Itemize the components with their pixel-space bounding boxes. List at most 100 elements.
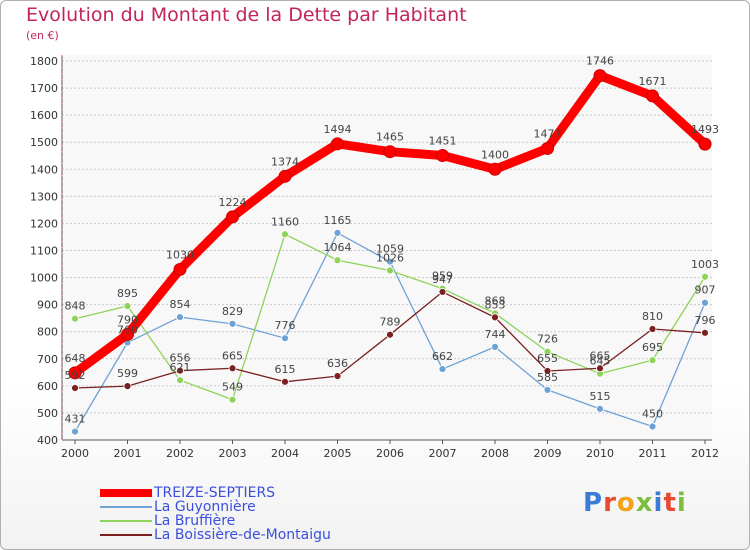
chart-title: Evolution du Montant de la Dette par Hab… bbox=[26, 4, 467, 26]
series-2-point bbox=[543, 347, 552, 356]
series-2-point bbox=[123, 302, 132, 310]
data-label: 726 bbox=[537, 333, 558, 346]
y-tick-label: 600 bbox=[37, 380, 58, 393]
data-label: 1671 bbox=[639, 75, 667, 88]
y-tick-label: 1200 bbox=[30, 217, 58, 230]
data-label: 515 bbox=[590, 390, 611, 403]
series-3-point bbox=[491, 313, 499, 322]
y-tick-label: 800 bbox=[37, 326, 58, 339]
x-tick-label: 2001 bbox=[114, 447, 142, 460]
data-label: 760 bbox=[117, 324, 138, 337]
data-label: 744 bbox=[485, 328, 506, 341]
series-2-point bbox=[71, 314, 79, 323]
data-label: 907 bbox=[695, 284, 716, 297]
data-label: 1165 bbox=[324, 214, 352, 227]
legend-label-1: La Guyonnière bbox=[154, 499, 256, 515]
series-1-point bbox=[701, 298, 709, 307]
data-label: 1746 bbox=[586, 55, 614, 68]
data-label: 585 bbox=[537, 371, 558, 384]
series-1-point bbox=[648, 422, 657, 431]
data-label: 1374 bbox=[271, 155, 299, 168]
x-tick-label: 2004 bbox=[271, 447, 299, 460]
x-tick-label: 2009 bbox=[534, 447, 562, 460]
data-label: 645 bbox=[590, 355, 611, 368]
data-label: 895 bbox=[117, 287, 138, 300]
legend-swatch-2 bbox=[100, 520, 152, 522]
series-1-point bbox=[71, 427, 79, 436]
data-label: 810 bbox=[642, 310, 663, 323]
series-0-point bbox=[646, 89, 659, 103]
data-label: 959 bbox=[432, 270, 453, 283]
series-1-point bbox=[228, 319, 237, 328]
logo-letter: i bbox=[653, 488, 664, 518]
x-tick-label: 2002 bbox=[166, 447, 194, 460]
legend-swatch-1 bbox=[100, 506, 152, 508]
series-3-point bbox=[701, 328, 709, 337]
series-3-point bbox=[596, 364, 604, 373]
data-label: 592 bbox=[65, 369, 86, 382]
y-tick-label: 700 bbox=[37, 353, 58, 366]
data-label: 636 bbox=[327, 357, 348, 370]
series-0-point bbox=[331, 137, 344, 151]
data-label: 549 bbox=[222, 381, 243, 394]
data-label: 656 bbox=[170, 352, 191, 365]
data-label: 655 bbox=[537, 352, 558, 365]
data-label: 599 bbox=[117, 367, 138, 380]
legend-label-0: TREIZE-SEPTIERS bbox=[154, 485, 276, 501]
series-0-point bbox=[698, 137, 712, 151]
y-tick-label: 1500 bbox=[30, 136, 58, 149]
x-tick-label: 2007 bbox=[429, 447, 457, 460]
series-1-point bbox=[333, 229, 342, 237]
data-label: 1160 bbox=[271, 215, 299, 228]
y-tick-label: 500 bbox=[37, 407, 58, 420]
data-label: 1030 bbox=[166, 248, 194, 261]
data-label: 1224 bbox=[219, 196, 247, 209]
data-label: 1003 bbox=[691, 258, 719, 271]
data-label: 665 bbox=[222, 349, 243, 362]
x-tick-label: 2011 bbox=[639, 447, 667, 460]
legend-label-2: La Bruffière bbox=[154, 513, 236, 529]
logo-letter: r bbox=[603, 488, 617, 518]
x-tick-label: 2008 bbox=[481, 447, 509, 460]
series-0-point bbox=[488, 162, 502, 176]
data-label: 790 bbox=[117, 313, 138, 326]
series-1-point bbox=[596, 404, 604, 413]
series-0-point bbox=[593, 69, 607, 83]
data-label: 665 bbox=[590, 349, 611, 362]
plot-area bbox=[62, 55, 712, 440]
data-label: 1451 bbox=[429, 134, 457, 147]
data-label: 854 bbox=[170, 298, 191, 311]
data-label: 1477 bbox=[534, 127, 562, 140]
x-tick-label: 2006 bbox=[376, 447, 404, 460]
data-label: 648 bbox=[65, 352, 86, 365]
series-2-point bbox=[333, 256, 342, 265]
x-tick-label: 2010 bbox=[586, 447, 614, 460]
series-0-point bbox=[173, 262, 187, 276]
data-label: 868 bbox=[485, 294, 506, 307]
series-1-point bbox=[543, 386, 552, 394]
chart-subtitle: (en €) bbox=[26, 29, 59, 42]
data-label: 853 bbox=[485, 298, 506, 311]
series-3-point bbox=[333, 372, 342, 381]
data-label: 1026 bbox=[376, 252, 404, 265]
legend-swatch-0 bbox=[100, 489, 152, 497]
series-3-point bbox=[438, 288, 447, 296]
data-label: 662 bbox=[432, 350, 453, 363]
y-tick-label: 900 bbox=[37, 299, 58, 312]
y-tick-label: 1000 bbox=[30, 272, 58, 285]
series-0-point bbox=[278, 169, 292, 183]
series-3-point bbox=[543, 367, 552, 375]
series-2-point bbox=[176, 376, 184, 385]
data-label: 621 bbox=[170, 361, 191, 374]
series-3-point bbox=[176, 366, 184, 375]
series-0-point bbox=[68, 366, 82, 380]
y-tick-label: 400 bbox=[37, 434, 58, 447]
series-2-point bbox=[648, 356, 657, 365]
series-2-point bbox=[386, 266, 394, 275]
legend-swatch-3 bbox=[100, 534, 152, 536]
data-label: 829 bbox=[222, 305, 243, 318]
series-1-point bbox=[176, 313, 184, 321]
logo-letter: i bbox=[676, 488, 687, 518]
series-3-point bbox=[386, 330, 394, 339]
